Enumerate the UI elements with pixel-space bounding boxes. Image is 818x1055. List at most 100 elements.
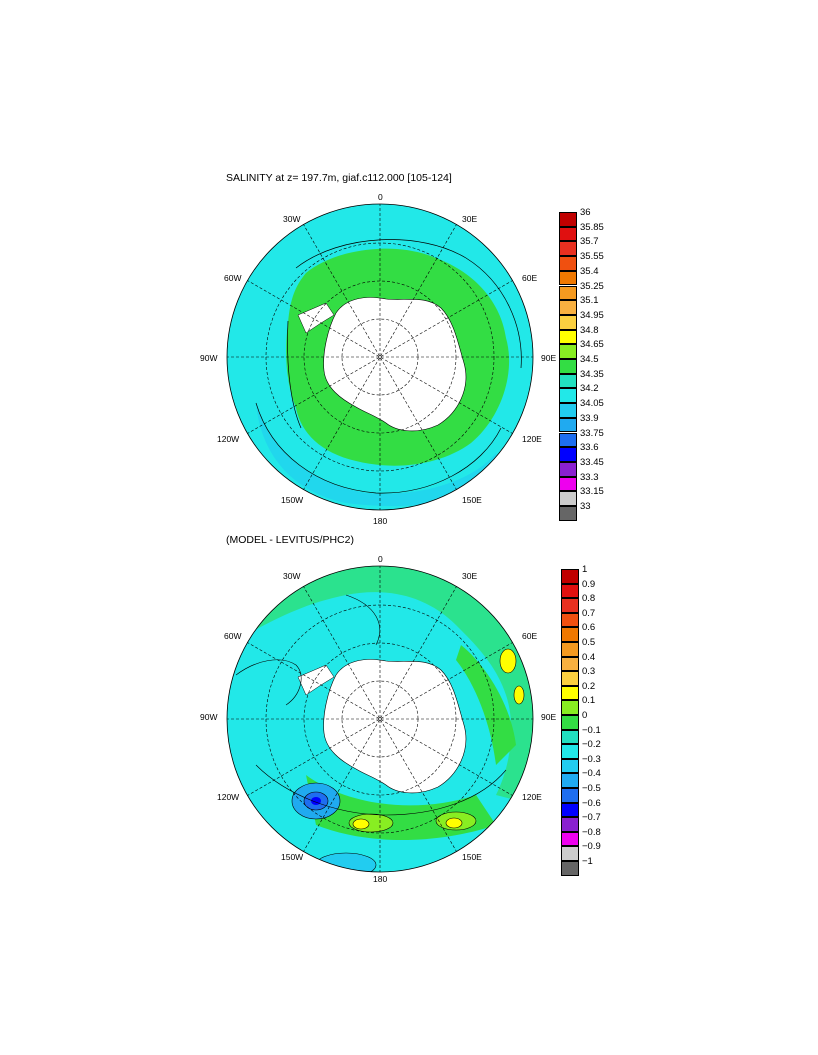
colorbar-swatch	[559, 344, 577, 359]
salinity-difference-polar-map	[226, 565, 534, 873]
colorbar-swatch	[559, 373, 577, 389]
colorbar-tick-label: −0.4	[582, 768, 601, 780]
salinity-colorbar-ticks: 36 35.85 35.7 35.55 35.4 35.25 35.1 34.95 34.8 34…	[580, 207, 620, 512]
top-map-title: SALINITY at z= 197.7m, giaf.c112.000 [10…	[226, 172, 452, 184]
colorbar-tick-label: −0.5	[582, 783, 601, 794]
colorbar-tick-label: −0.2	[582, 739, 601, 751]
label-60e-b: 60E	[522, 631, 538, 641]
label-120e-b: 120E	[522, 792, 542, 802]
colorbar-swatch	[559, 314, 577, 330]
colorbar-tick-label: 0.6	[582, 622, 596, 634]
label-150e: 150E	[462, 495, 482, 505]
colorbar-tick-label: −0.8	[582, 826, 601, 838]
colorbar-swatch	[559, 506, 577, 521]
colorbar-swatch	[561, 685, 579, 701]
colorbar-swatch	[561, 642, 579, 657]
label-180-b: 180	[373, 874, 388, 884]
colorbar-swatch	[559, 329, 577, 345]
colorbar-swatch	[561, 612, 579, 628]
salinity-colorbar	[559, 212, 577, 521]
colorbar-tick-label: 0.8	[582, 593, 596, 605]
difference-colorbar	[561, 569, 579, 876]
colorbar-tick-label: 0	[582, 710, 588, 721]
colorbar-swatch	[561, 788, 579, 803]
colorbar-tick-label: 35.25	[580, 280, 604, 292]
colorbar-swatch	[561, 656, 579, 672]
colorbar-tick-label: 34.05	[580, 398, 604, 410]
colorbar-swatch	[561, 729, 579, 745]
colorbar-tick-label: 0.7	[582, 607, 596, 619]
label-60w: 60W	[224, 273, 242, 283]
colorbar-tick-label: 33	[580, 501, 591, 512]
label-90w: 90W	[200, 353, 218, 363]
colorbar-swatch	[561, 861, 579, 876]
label-150w: 150W	[281, 495, 304, 505]
colorbar-swatch	[561, 817, 579, 832]
colorbar-tick-label: 36	[580, 207, 591, 218]
label-30e-b: 30E	[462, 571, 478, 581]
label-120e: 120E	[522, 434, 542, 444]
colorbar-swatch	[561, 700, 579, 715]
difference-colorbar-ticks: 1 0.9 0.8 0.7 0.6 0.5 0.4 0.3 0.2 0.1 0 −0.1 −0.2 −0.…	[582, 564, 622, 867]
colorbar-swatch	[561, 569, 579, 584]
colorbar-swatch	[559, 256, 577, 271]
colorbar-tick-label: −0.6	[582, 797, 601, 809]
label-120w-b: 120W	[217, 792, 240, 802]
colorbar-tick-label: 35.4	[580, 265, 599, 277]
colorbar-swatch	[561, 744, 579, 759]
colorbar-swatch	[559, 417, 577, 433]
colorbar-swatch	[559, 491, 577, 506]
colorbar-tick-label: 35.1	[580, 295, 599, 307]
colorbar-tick-label: 0.1	[582, 695, 596, 707]
label-150e-b: 150E	[462, 852, 482, 862]
colorbar-tick-label: 35.55	[580, 251, 604, 263]
label-0: 0	[378, 192, 383, 202]
colorbar-tick-label: −0.1	[582, 724, 601, 736]
colorbar-swatch	[561, 598, 579, 613]
colorbar-swatch	[559, 241, 577, 257]
colorbar-swatch	[559, 285, 577, 301]
label-0-b: 0	[378, 554, 383, 564]
colorbar-swatch	[561, 773, 579, 788]
colorbar-tick-label: 0.2	[582, 680, 596, 692]
label-30w: 30W	[283, 214, 301, 224]
colorbar-swatch	[561, 846, 579, 861]
colorbar-tick-label: 35.7	[580, 236, 599, 248]
colorbar-tick-label: 34.8	[580, 324, 599, 336]
colorbar-swatch	[561, 715, 579, 730]
colorbar-tick-label: 0.3	[582, 666, 596, 678]
colorbar-swatch	[559, 359, 577, 374]
colorbar-swatch	[559, 300, 577, 315]
colorbar-tick-label: 33.6	[580, 442, 599, 454]
colorbar-tick-label: 34.2	[580, 383, 599, 395]
colorbar-tick-label: 33.45	[580, 456, 604, 468]
label-90e-b: 90E	[541, 712, 557, 722]
colorbar-swatch	[561, 758, 579, 774]
colorbar-tick-label: 33.3	[580, 471, 599, 483]
colorbar-tick-label: 34.35	[580, 368, 604, 380]
colorbar-tick-label: 1	[582, 564, 588, 575]
colorbar-tick-label: 33.9	[580, 412, 599, 424]
colorbar-swatch	[559, 476, 577, 492]
bottom-map-title: (MODEL - LEVITUS/PHC2)	[226, 534, 354, 546]
label-60e: 60E	[522, 273, 538, 283]
colorbar-tick-label: −1	[582, 856, 593, 867]
colorbar-swatch	[559, 403, 577, 418]
label-150w-b: 150W	[281, 852, 304, 862]
colorbar-swatch	[561, 627, 579, 642]
colorbar-tick-label: −0.3	[582, 753, 601, 765]
label-90w-b: 90W	[200, 712, 218, 722]
colorbar-tick-label: 0.4	[582, 651, 596, 663]
label-30e: 30E	[462, 214, 478, 224]
colorbar-tick-label: 34.95	[580, 309, 604, 321]
colorbar-swatch	[559, 270, 577, 286]
colorbar-tick-label: 35.85	[580, 221, 604, 233]
colorbar-tick-label: 33.15	[580, 486, 604, 498]
colorbar-tick-label: 0.9	[582, 578, 596, 590]
label-120w: 120W	[217, 434, 240, 444]
salinity-polar-map	[226, 203, 534, 511]
colorbar-swatch	[559, 226, 577, 242]
colorbar-swatch	[561, 671, 579, 686]
colorbar-swatch	[559, 447, 577, 462]
colorbar-tick-label: 0.5	[582, 637, 596, 648]
